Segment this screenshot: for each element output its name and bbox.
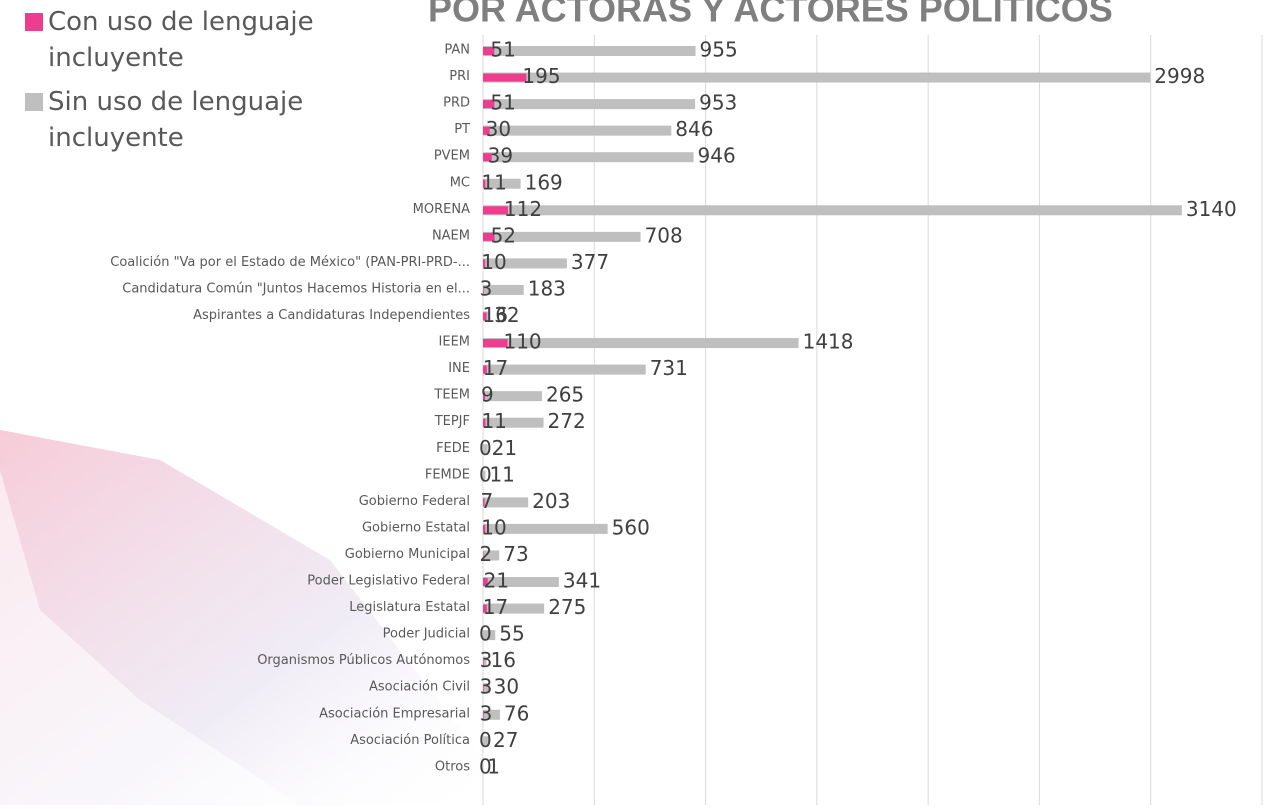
- value-label: 17: [483, 595, 508, 619]
- value-label: 76: [504, 701, 529, 725]
- y-tick-label: Asociación Política: [350, 733, 470, 748]
- legend-line: Con uso de lenguaje: [48, 7, 314, 37]
- value-label: 3140: [1186, 197, 1237, 221]
- value-label: 169: [525, 170, 563, 194]
- bar: [483, 126, 671, 136]
- value-label: 27: [493, 728, 518, 752]
- value-label: 30: [486, 117, 511, 141]
- value-label: 955: [700, 38, 738, 62]
- value-label: 17: [483, 356, 508, 380]
- value-label: 953: [699, 91, 737, 115]
- y-tick-label: FEMDE: [425, 467, 470, 482]
- value-label: 21: [484, 569, 509, 593]
- y-tick-label: IEEM: [439, 335, 470, 350]
- y-tick-label: Candidatura Común "Juntos Hacemos Histor…: [122, 281, 470, 296]
- legend-swatch: [25, 93, 43, 111]
- value-label: 10: [481, 250, 506, 274]
- value-label: 51: [490, 91, 515, 115]
- y-tick-label: Gobierno Federal: [359, 494, 470, 509]
- y-tick-label: Poder Legislativo Federal: [307, 574, 470, 589]
- value-label: 1418: [803, 330, 854, 354]
- legend-label: Con uso de lenguaje incluyente: [48, 7, 314, 73]
- y-tick-label: MORENA: [413, 202, 470, 217]
- value-label: 112: [504, 197, 542, 221]
- value-label: 52: [491, 223, 516, 247]
- legend-line: Sin uso de lenguaje: [48, 87, 303, 117]
- value-label: 275: [548, 595, 586, 619]
- legend-swatch: [25, 13, 43, 31]
- value-label: 16: [483, 303, 508, 327]
- value-label: 731: [650, 356, 688, 380]
- y-tick-label: PVEM: [434, 149, 470, 164]
- value-label: 0: [479, 462, 492, 486]
- y-tick-label: NAEM: [432, 228, 470, 243]
- value-label: 3: [480, 648, 493, 672]
- y-tick-label: Aspirantes a Candidaturas Independientes: [193, 308, 470, 323]
- value-label: 0: [479, 754, 492, 778]
- value-label: 21: [492, 436, 517, 460]
- value-label: 946: [698, 144, 736, 168]
- value-label: 39: [488, 144, 513, 168]
- value-label: 708: [645, 223, 683, 247]
- value-label: 73: [503, 542, 528, 566]
- value-label: 9: [481, 383, 494, 407]
- bar: [483, 205, 1182, 215]
- value-label: 377: [571, 250, 609, 274]
- y-tick-label: Otros: [435, 759, 470, 774]
- y-tick-label: Asociación Empresarial: [319, 706, 470, 721]
- chart-title: POR ACTORAS Y ACTORES POLÍTICOS: [428, 0, 1113, 30]
- value-label: 0: [479, 622, 492, 646]
- value-label: 2: [479, 542, 492, 566]
- value-label: 195: [522, 64, 560, 88]
- y-tick-label: INE: [448, 361, 470, 376]
- bar: [483, 74, 526, 82]
- value-label: 846: [675, 117, 713, 141]
- value-label: 203: [532, 489, 570, 513]
- value-label: 30: [494, 675, 519, 699]
- y-tick-label: FEDE: [436, 441, 470, 456]
- y-tick-label: Poder Judicial: [383, 627, 470, 642]
- value-label: 183: [528, 276, 566, 300]
- value-label: 7: [481, 489, 494, 513]
- legend-line: incluyente: [48, 123, 184, 153]
- value-label: 11: [481, 409, 506, 433]
- value-label: 10: [481, 515, 506, 539]
- value-label: 2998: [1154, 64, 1205, 88]
- value-label: 11: [489, 462, 514, 486]
- value-label: 3: [480, 675, 493, 699]
- y-tick-label: Coalición "Va por el Estado de México" (…: [110, 255, 470, 270]
- value-label: 51: [490, 38, 515, 62]
- y-tick-label: PRI: [449, 69, 470, 84]
- bar: [483, 73, 1150, 83]
- y-tick-label: TEEM: [433, 388, 470, 403]
- value-label: 3: [480, 701, 493, 725]
- value-label: 560: [612, 515, 650, 539]
- y-tick-label: PT: [454, 122, 470, 137]
- value-label: 16: [491, 648, 516, 672]
- value-label: 11: [481, 170, 506, 194]
- value-label: 341: [563, 569, 601, 593]
- value-label: 272: [548, 409, 586, 433]
- y-tick-label: Gobierno Municipal: [345, 547, 470, 562]
- y-tick-label: PRD: [443, 96, 470, 111]
- chart: POR ACTORAS Y ACTORES POLÍTICOS Con uso …: [0, 0, 1265, 805]
- value-label: 265: [546, 383, 584, 407]
- legend-line: incluyente: [48, 43, 184, 73]
- legend-label: Sin uso de lenguaje incluyente: [48, 87, 303, 153]
- value-label: 55: [499, 622, 524, 646]
- bar: [483, 152, 694, 162]
- y-tick-label: Gobierno Estatal: [362, 520, 470, 535]
- y-tick-label: Asociación Civil: [369, 680, 470, 695]
- value-label: 3: [480, 276, 493, 300]
- y-tick-label: Legislatura Estatal: [349, 600, 470, 615]
- value-label: 110: [503, 330, 541, 354]
- y-tick-label: TEPJF: [434, 414, 470, 429]
- value-label: 0: [479, 728, 492, 752]
- y-tick-label: MC: [450, 175, 470, 190]
- y-tick-label: PAN: [444, 43, 470, 58]
- y-tick-label: Organismos Públicos Autónomos: [257, 653, 470, 668]
- value-label: 0: [479, 436, 492, 460]
